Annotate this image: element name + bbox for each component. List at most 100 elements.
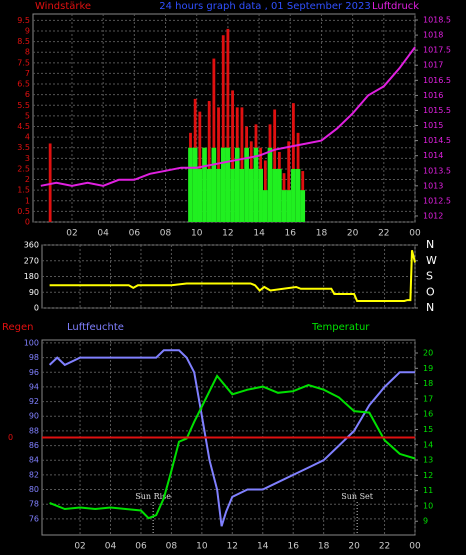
- y-tick-label: 5: [25, 111, 30, 120]
- y2-tick-label: 1016: [423, 91, 443, 100]
- y-tick-label: 6.5: [17, 80, 30, 89]
- x-tick-label: 10: [191, 229, 203, 239]
- wind-bar: [267, 147, 273, 222]
- y-tick-label: 4.5: [17, 122, 30, 131]
- series-line: [40, 46, 416, 187]
- x-tick-label: 14: [253, 229, 265, 239]
- wind-bar: [281, 190, 287, 222]
- wind-bar: [207, 101, 211, 222]
- y2-tick-label: 1018: [423, 31, 443, 40]
- wind-bar: [295, 168, 301, 222]
- y-tick-label: 7: [25, 69, 30, 78]
- wind-bar: [300, 190, 306, 222]
- x-tick-label: 20: [348, 542, 360, 552]
- y-tick-label: 78: [29, 500, 39, 509]
- y2-tick-label: 16: [423, 410, 433, 419]
- y-tick-label: 88: [29, 426, 39, 435]
- y-tick-label: 360: [24, 241, 39, 250]
- pressure-label: Luftdruck: [372, 1, 419, 12]
- wind-bar: [277, 168, 282, 222]
- wind-bar: [258, 168, 263, 222]
- wind-bar: [244, 147, 249, 222]
- wind-label: Windstärke: [35, 1, 91, 12]
- x-tick-label: 06: [129, 229, 141, 239]
- y-tick-label: 86: [29, 441, 39, 450]
- wind-bar: [202, 147, 207, 222]
- wind-bar: [239, 168, 245, 222]
- wind-bar: [234, 147, 240, 222]
- y-tick-label: 1: [25, 196, 30, 205]
- x-tick-label: 16: [287, 542, 299, 552]
- wind-bar: [211, 147, 217, 222]
- y2-tick-label: 1014: [423, 151, 443, 160]
- wind-bar: [221, 35, 225, 223]
- y2-tick-label: 1017: [423, 61, 443, 70]
- y-tick-label: 9: [25, 26, 30, 35]
- y-tick-label: 92: [29, 397, 39, 406]
- x-tick-label: 02: [74, 542, 85, 552]
- x-tick-label: 08: [166, 542, 178, 552]
- y-tick-label: 98: [29, 353, 39, 362]
- y-tick-label: 9.5: [17, 16, 30, 25]
- x-tick-label: 02: [66, 229, 77, 239]
- series-line: [48, 349, 415, 527]
- y-tick-label: 90: [29, 412, 39, 421]
- y2-tick-label: 11: [423, 486, 433, 495]
- wind-bar: [253, 147, 259, 222]
- x-tick-label: 14: [257, 542, 269, 552]
- y-tick-label: 90: [29, 288, 39, 297]
- x-tick-label: 04: [97, 229, 109, 239]
- y2-tick-label: 18: [423, 379, 433, 388]
- y-tick-label: 2: [25, 175, 30, 184]
- wind-bar: [273, 109, 277, 222]
- x-tick-label: 22: [378, 229, 389, 239]
- wind-bar: [248, 168, 254, 222]
- y-tick-label: 180: [24, 272, 39, 281]
- x-tick-label: 00: [409, 542, 421, 552]
- y-tick-label: 8.5: [17, 37, 30, 46]
- y3-tick-label: 0: [8, 433, 13, 442]
- x-tick-label: 00: [409, 229, 421, 239]
- wind-bar: [230, 168, 235, 222]
- y2-tick-label: 19: [423, 364, 433, 373]
- chart-title: 24 hours graph data , 01 September 2023: [159, 1, 371, 12]
- y-tick-label: 0: [34, 304, 39, 313]
- y2-tick-label: W: [426, 254, 437, 267]
- wind-bar: [286, 190, 292, 222]
- wind-bar: [231, 90, 234, 222]
- y-tick-label: 0.5: [17, 207, 30, 216]
- wind-bar: [226, 28, 230, 222]
- y2-tick-label: 1018.5: [423, 16, 451, 25]
- annotation: Sun Rise: [135, 492, 171, 501]
- y-tick-label: 76: [29, 514, 39, 523]
- x-tick-label: 22: [379, 542, 390, 552]
- wind-bar: [291, 103, 295, 222]
- y2-tick-label: 1014.5: [423, 136, 451, 145]
- y2-tick-label: O: [426, 285, 435, 298]
- x-tick-label: 18: [318, 542, 330, 552]
- y2-tick-label: 1015.5: [423, 106, 451, 115]
- y2-tick-label: 20: [423, 349, 433, 358]
- y-tick-label: 7.5: [17, 58, 30, 67]
- y2-tick-label: 10: [423, 501, 433, 510]
- x-tick-label: 12: [222, 229, 233, 239]
- humidity-label: Luftfeuchte: [67, 322, 124, 333]
- x-tick-label: 10: [196, 542, 208, 552]
- y2-tick-label: 15: [423, 425, 433, 434]
- wind-bar: [188, 147, 193, 222]
- temperature-label: Temperatur: [311, 322, 370, 333]
- wind-bar: [48, 143, 52, 222]
- wind-bar: [272, 168, 278, 222]
- y2-tick-label: S: [426, 270, 433, 283]
- y-tick-label: 0: [25, 218, 30, 227]
- y-tick-label: 270: [24, 256, 39, 265]
- y2-tick-label: 1012: [423, 211, 443, 220]
- wind-bar: [197, 168, 203, 222]
- y-tick-label: 5.5: [17, 101, 30, 110]
- wind-bar: [291, 168, 296, 222]
- x-tick-label: 04: [105, 542, 117, 552]
- y2-tick-label: 14: [423, 440, 433, 449]
- y2-tick-label: 12: [423, 471, 433, 480]
- y-tick-label: 80: [29, 485, 39, 494]
- y2-tick-label: 1013.5: [423, 166, 451, 175]
